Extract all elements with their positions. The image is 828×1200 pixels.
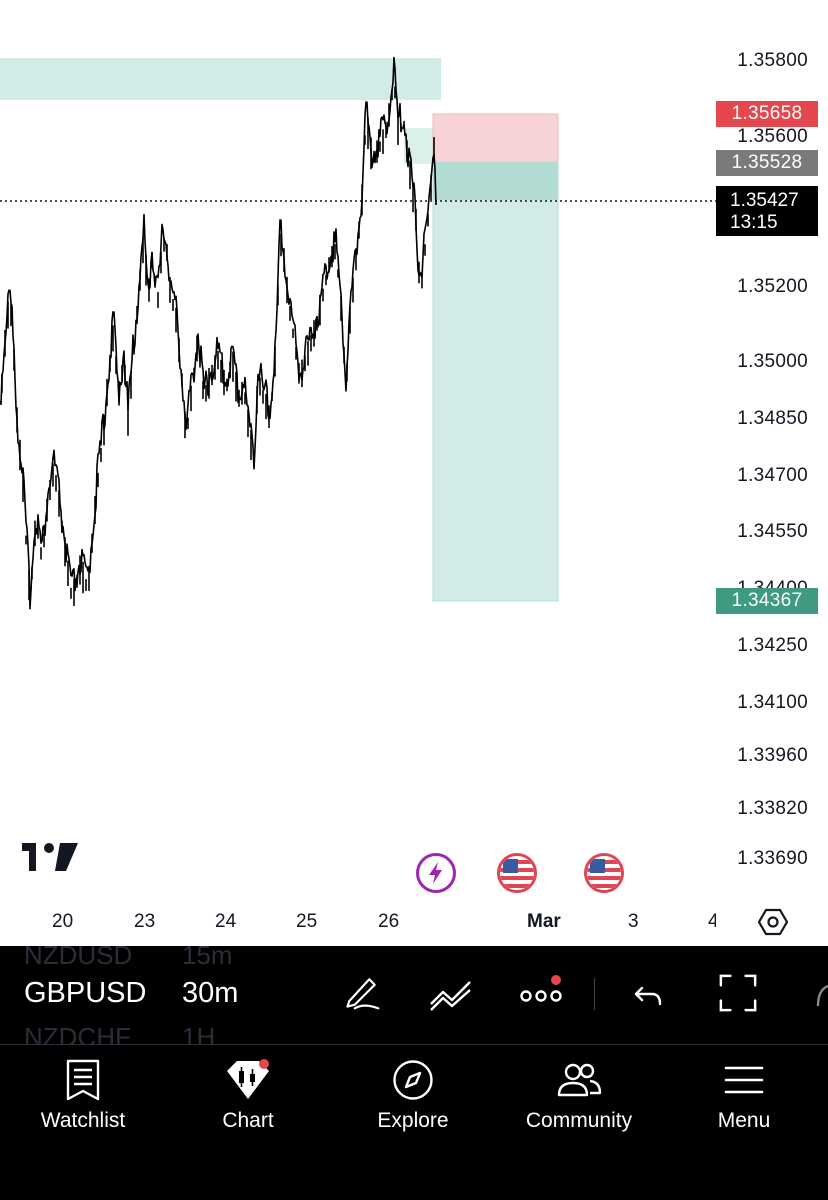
tab-label: Watchlist: [40, 1109, 126, 1132]
lightning-icon[interactable]: [416, 853, 456, 893]
price-axis-label: 1.33690: [737, 848, 808, 869]
symbol-selector[interactable]: GBPUSD: [24, 977, 147, 1009]
partial-icon: [816, 984, 828, 1007]
date-axis-label: 4: [708, 911, 716, 932]
price-axis-label: 1.34700: [737, 465, 808, 486]
compass-icon: [393, 1060, 433, 1100]
entry-to-current: [433, 162, 558, 200]
tab-watchlist[interactable]: Watchlist: [8, 1059, 158, 1133]
us-flag-icon[interactable]: [584, 853, 624, 893]
fullscreen-icon[interactable]: [717, 973, 759, 1013]
tab-explore[interactable]: Explore: [338, 1059, 488, 1133]
price-axis-label: 1.34550: [737, 521, 808, 542]
toolbar-divider: [594, 978, 595, 1010]
chart-settings-icon[interactable]: [758, 907, 788, 937]
bottom-tab-bar: Watchlist Chart Explore Community: [0, 1044, 828, 1200]
price-axis-label: 1.33960: [737, 745, 808, 766]
price-axis-label: 1.35200: [737, 276, 808, 297]
interval-selector[interactable]: 30m: [182, 977, 239, 1009]
entry-price-tag: 1.35528: [716, 150, 818, 176]
chart-icon: [227, 1059, 269, 1099]
target-price-tag: 1.34367: [716, 588, 818, 614]
date-axis-label: 3: [628, 911, 639, 932]
price-axis-label: 1.35600: [737, 126, 808, 147]
us-flag-icon[interactable]: [497, 853, 537, 893]
watchlist-icon: [66, 1059, 100, 1101]
ghost-symbol: NZDCHF: [24, 1022, 131, 1044]
pen-icon[interactable]: [340, 972, 384, 1012]
stop-loss-zone[interactable]: [432, 113, 559, 163]
more-icon[interactable]: [518, 974, 564, 1014]
ghost-symbol: NZDUSD: [24, 946, 133, 970]
price-chart[interactable]: [0, 0, 716, 900]
chart-area[interactable]: 1.35800 1.35600 1.35200 1.35000 1.34850 …: [0, 0, 828, 946]
tab-chart[interactable]: Chart: [173, 1059, 323, 1133]
chart-toolbar: NZDUSD 15m GBPUSD 30m NZDCHF 1H: [0, 946, 828, 1044]
date-axis-label: 26: [378, 911, 400, 932]
candle-wicks: [1, 86, 435, 606]
tab-label: Chart: [222, 1109, 274, 1132]
date-axis-label: 23: [134, 911, 156, 932]
indicator-icon[interactable]: [428, 974, 474, 1014]
date-axis-label: 24: [215, 911, 237, 932]
menu-icon: [724, 1066, 764, 1094]
date-axis-label: 25: [296, 911, 318, 932]
date-axis-label: 20: [52, 911, 74, 932]
price-axis-label: 1.33820: [737, 798, 808, 819]
current-price-value: 1.35427: [730, 190, 799, 211]
price-axis-label: 1.34250: [737, 635, 808, 656]
price-axis-label: 1.34100: [737, 692, 808, 713]
undo-icon[interactable]: [632, 974, 666, 1014]
price-series: [0, 56, 437, 610]
tab-community[interactable]: Community: [504, 1059, 654, 1133]
community-icon: [557, 1063, 602, 1097]
tab-label: Menu: [717, 1109, 771, 1132]
tab-menu[interactable]: Menu: [669, 1059, 819, 1133]
current-price-tag: 1.35427 13:15: [716, 186, 818, 236]
tab-label: Explore: [377, 1109, 449, 1132]
supply-zone[interactable]: [0, 58, 441, 100]
bar-countdown: 13:15: [730, 212, 778, 233]
take-profit-zone[interactable]: [432, 161, 559, 602]
tradingview-logo[interactable]: [22, 843, 78, 871]
ghost-interval: 15m: [182, 946, 233, 970]
tab-label: Community: [525, 1109, 633, 1132]
price-axis-label: 1.35800: [737, 50, 808, 71]
stop-loss-price-tag: 1.35658: [716, 101, 818, 127]
date-axis-label: Mar: [527, 911, 561, 932]
price-axis-label: 1.34850: [737, 408, 808, 429]
ghost-interval: 1H: [182, 1022, 216, 1044]
price-axis-label: 1.35000: [737, 351, 808, 372]
